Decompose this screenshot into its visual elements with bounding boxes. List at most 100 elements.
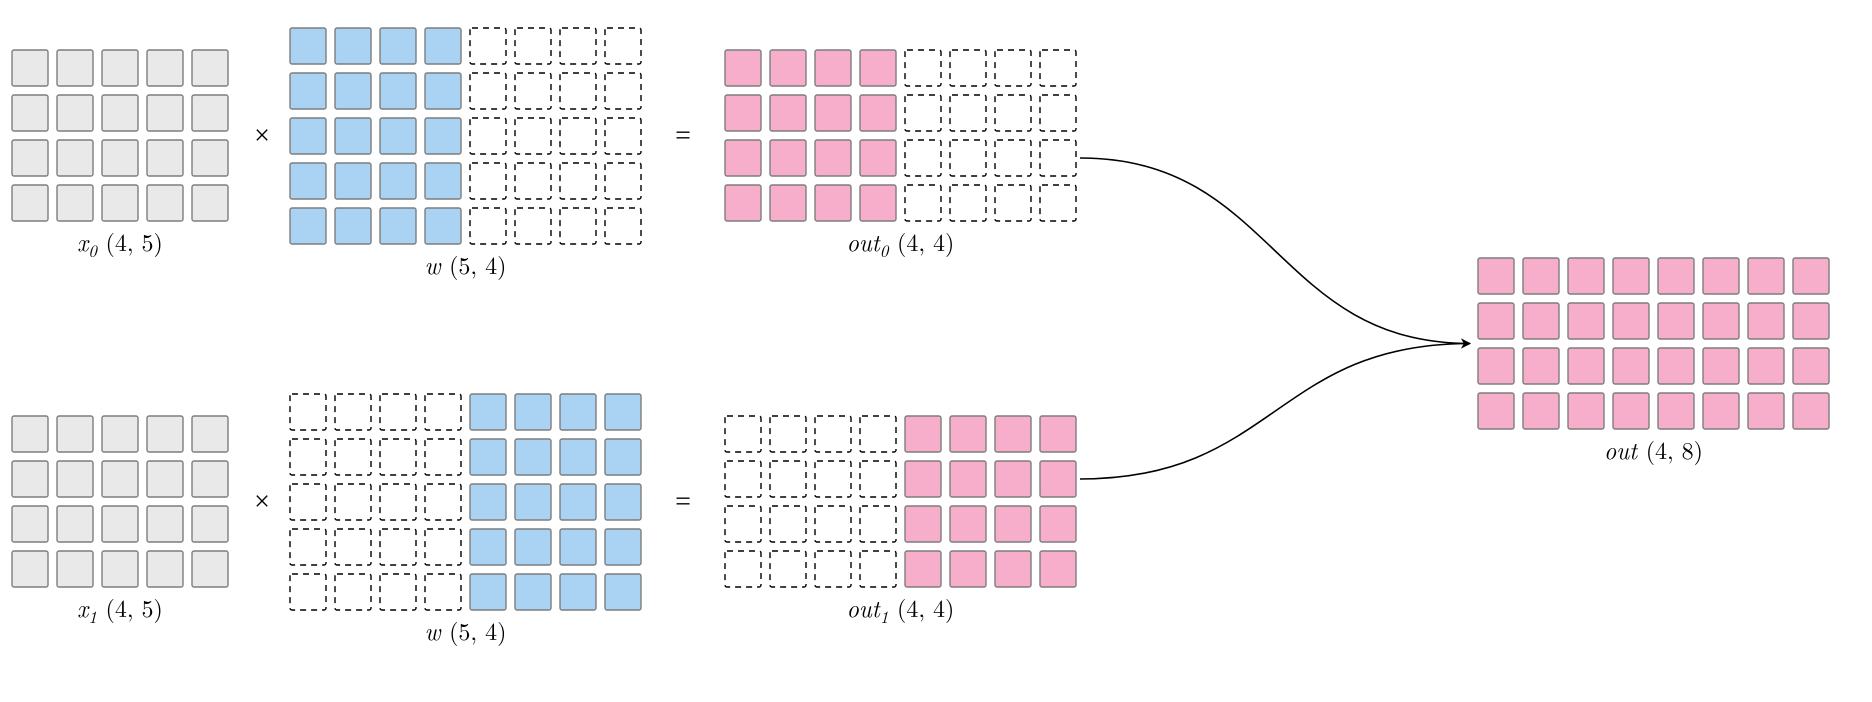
cell: [560, 118, 596, 154]
cell: [950, 461, 986, 497]
cell: [290, 118, 326, 154]
cell: [147, 461, 183, 497]
cell: [560, 208, 596, 244]
cell: [1658, 393, 1694, 429]
cell: [290, 529, 326, 565]
cell: [560, 163, 596, 199]
cell: [560, 574, 596, 610]
cell: [102, 50, 138, 86]
cell: [1568, 258, 1604, 294]
cell: [1523, 258, 1559, 294]
cell: [470, 208, 506, 244]
cell: [905, 416, 941, 452]
times-icon: ×: [254, 121, 270, 152]
cell: [290, 484, 326, 520]
cell: [605, 394, 641, 430]
cell: [1568, 393, 1604, 429]
cell: [102, 95, 138, 131]
cell: [1613, 258, 1649, 294]
cell: [995, 551, 1031, 587]
cell: [425, 28, 461, 64]
diagram-canvas: x0 (4, 5)×w (5, 4)=out0 (4, 4)x1 (4, 5)×…: [0, 0, 1872, 702]
cell: [560, 73, 596, 109]
cell: [560, 529, 596, 565]
cell: [380, 118, 416, 154]
cell: [1793, 348, 1829, 384]
cell: [470, 28, 506, 64]
cell: [335, 118, 371, 154]
cell: [147, 95, 183, 131]
cell: [192, 461, 228, 497]
cell: [605, 163, 641, 199]
cell: [290, 73, 326, 109]
cell: [425, 73, 461, 109]
cell: [905, 551, 941, 587]
cell: [470, 439, 506, 475]
cell: [950, 140, 986, 176]
cell: [1478, 393, 1514, 429]
cell: [12, 185, 48, 221]
cell: [470, 73, 506, 109]
equals-icon: =: [675, 121, 691, 152]
cell: [1478, 258, 1514, 294]
cell: [102, 185, 138, 221]
cell: [12, 140, 48, 176]
cell: [770, 506, 806, 542]
cell: [425, 208, 461, 244]
cell: [290, 28, 326, 64]
cell: [425, 394, 461, 430]
cell: [860, 551, 896, 587]
cell: [770, 461, 806, 497]
cell: [860, 140, 896, 176]
cell: [147, 416, 183, 452]
cell: [1703, 393, 1739, 429]
cell: [57, 416, 93, 452]
cell: [995, 506, 1031, 542]
cell: [1040, 416, 1076, 452]
cell: [770, 185, 806, 221]
cell: [102, 551, 138, 587]
cell: [905, 461, 941, 497]
cell: [560, 28, 596, 64]
cell: [560, 394, 596, 430]
cell: [515, 529, 551, 565]
matrix-x0: [12, 50, 228, 221]
cell: [815, 506, 851, 542]
cell: [425, 118, 461, 154]
cell: [815, 185, 851, 221]
cell: [1523, 303, 1559, 339]
cell: [290, 163, 326, 199]
cell: [950, 50, 986, 86]
cell: [815, 416, 851, 452]
cell: [995, 95, 1031, 131]
cell: [1748, 303, 1784, 339]
cell: [605, 73, 641, 109]
cell: [12, 416, 48, 452]
cell: [335, 163, 371, 199]
cell: [102, 140, 138, 176]
cell: [1703, 348, 1739, 384]
cell: [725, 50, 761, 86]
cell: [380, 208, 416, 244]
cell: [905, 506, 941, 542]
cell: [290, 394, 326, 430]
matrix-x1: [12, 416, 228, 587]
cell: [335, 73, 371, 109]
cell: [147, 50, 183, 86]
cell: [12, 50, 48, 86]
cell: [1658, 258, 1694, 294]
cell: [147, 551, 183, 587]
label-w1: w (5, 4): [425, 613, 507, 647]
cell: [192, 140, 228, 176]
label-out: out (4, 8): [1604, 432, 1703, 466]
cell: [425, 574, 461, 610]
cell: [815, 140, 851, 176]
cell: [290, 439, 326, 475]
cell: [470, 394, 506, 430]
cell: [380, 28, 416, 64]
cell: [860, 95, 896, 131]
cell: [1793, 303, 1829, 339]
cell: [950, 95, 986, 131]
cell: [102, 461, 138, 497]
cell: [57, 506, 93, 542]
